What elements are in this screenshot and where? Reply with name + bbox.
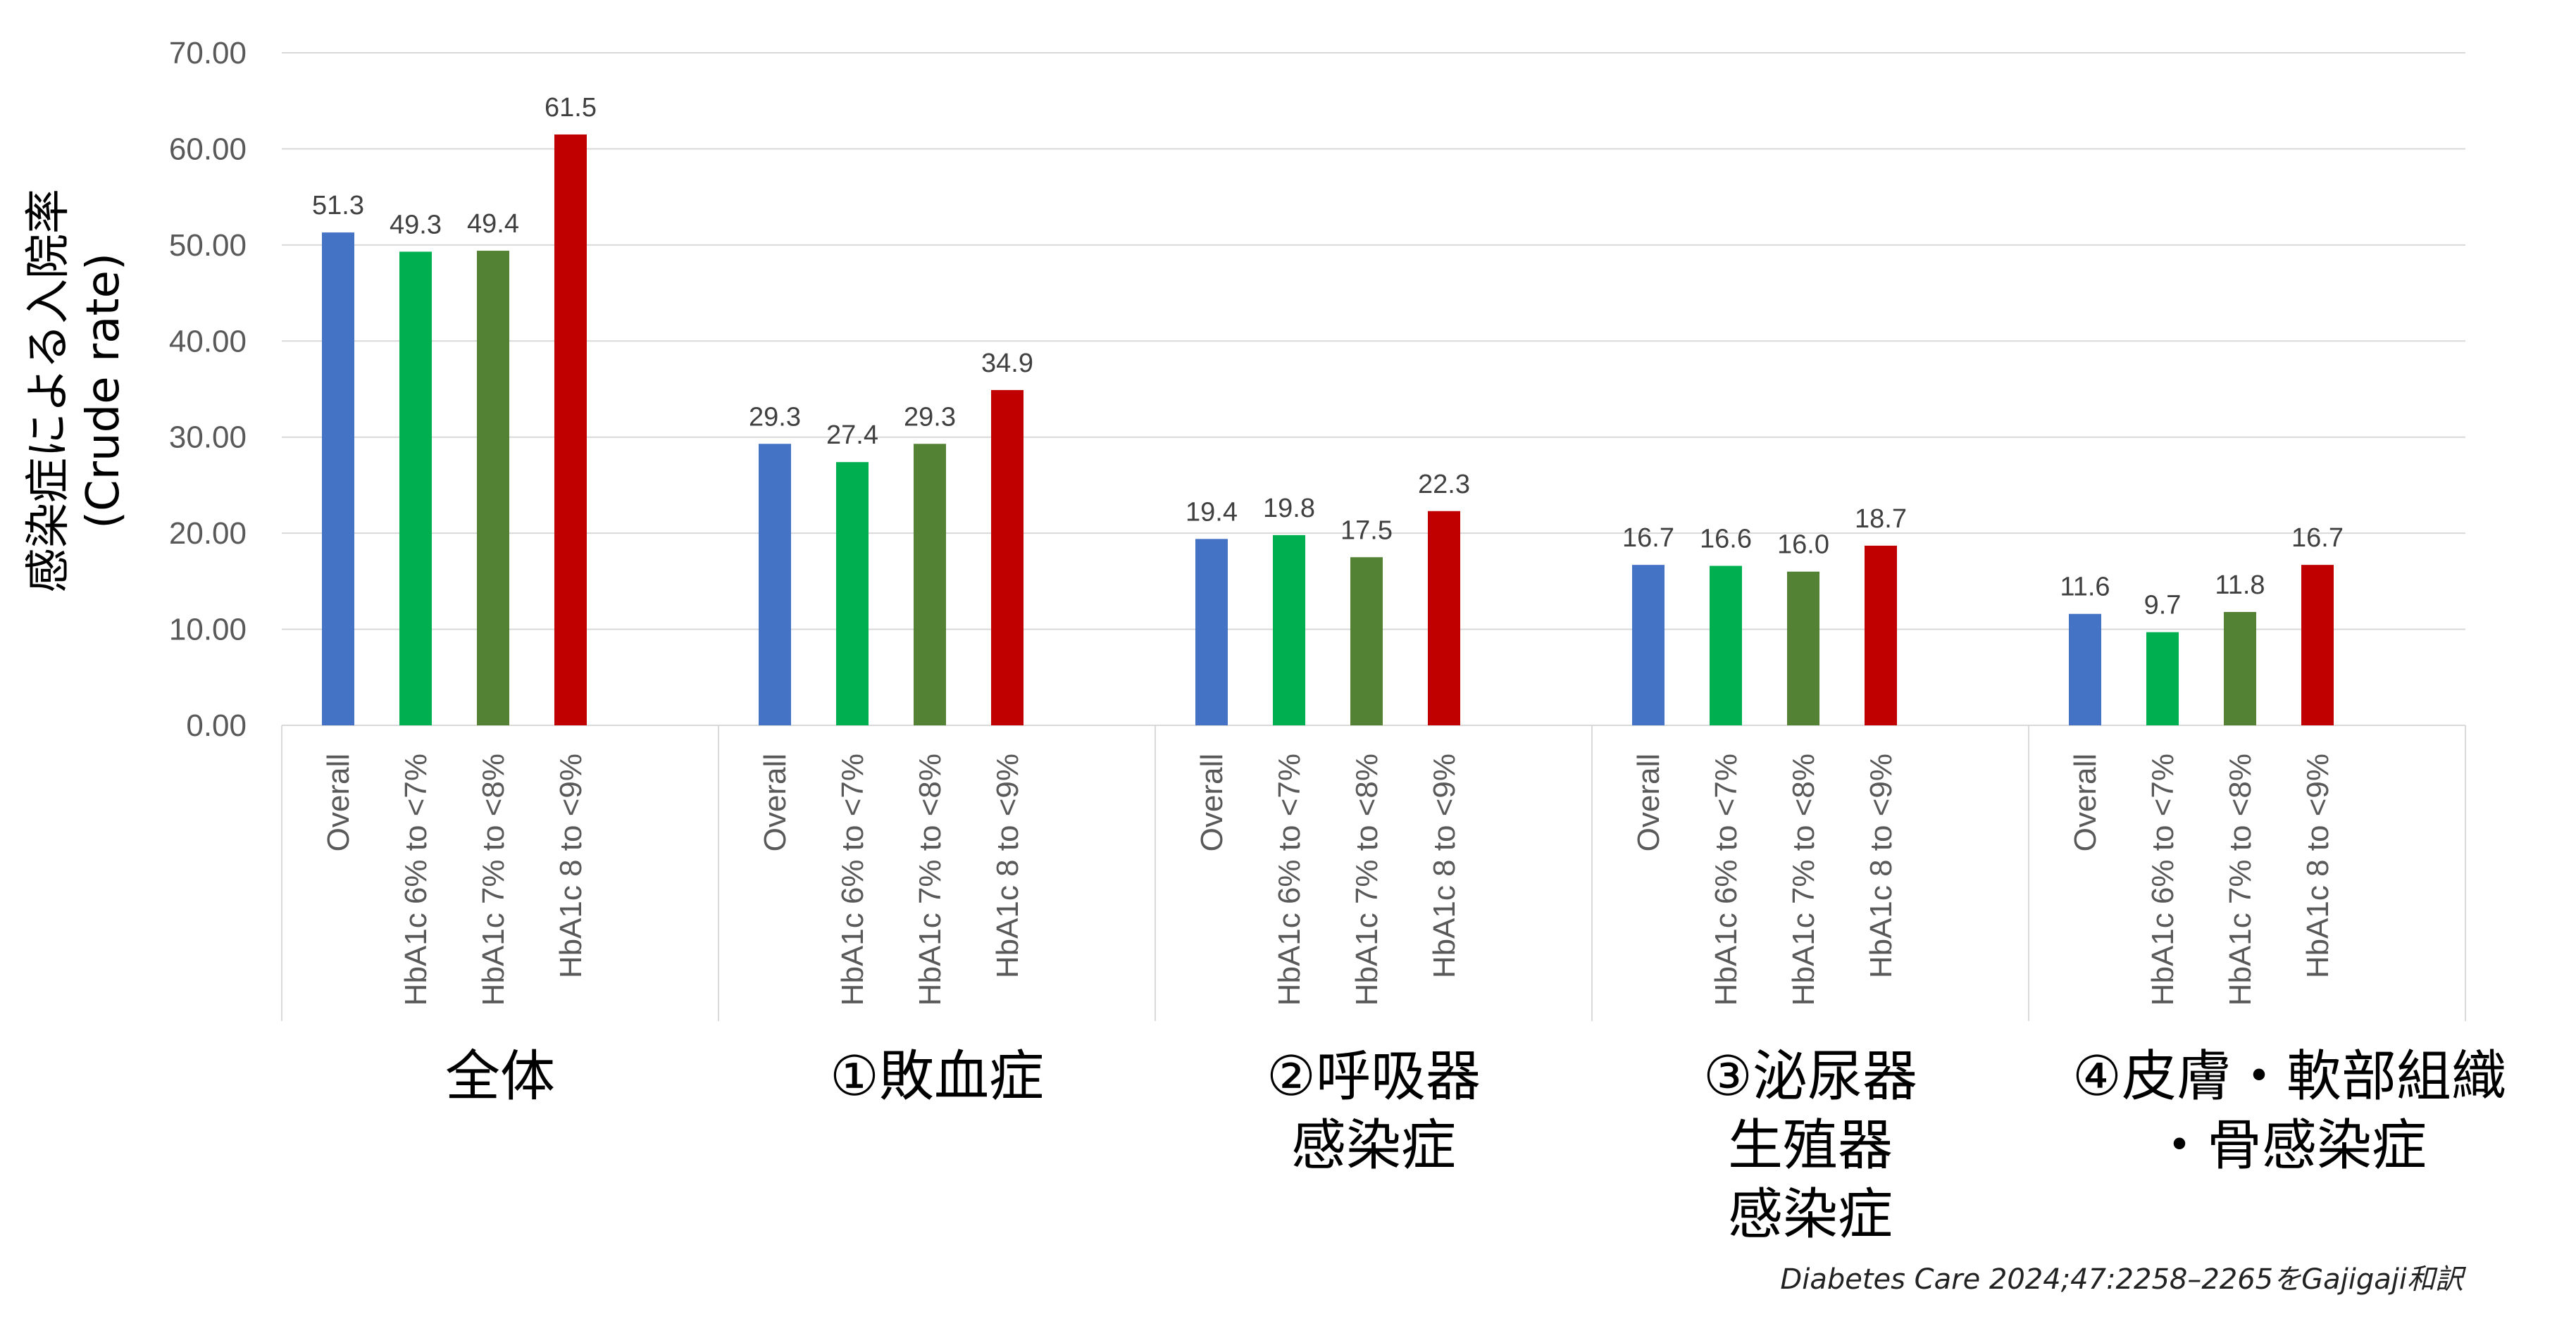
- data-label: 49.4: [467, 209, 519, 239]
- data-label: 16.7: [2291, 523, 2344, 553]
- category-label: Overall: [2068, 754, 2103, 851]
- bar: [322, 232, 354, 725]
- category-label: HbA1c 7% to <8%: [913, 754, 947, 1006]
- category-label: Overall: [1195, 754, 1229, 851]
- bar: [991, 389, 1023, 725]
- group-label: ②呼吸器: [1267, 1045, 1481, 1108]
- data-label: 29.3: [749, 402, 801, 432]
- data-label: 34.9: [981, 349, 1033, 378]
- bar: [2224, 612, 2256, 725]
- bar: [2146, 632, 2179, 725]
- y-axis-ticks: 0.00 10.00 20.00 30.00 40.00 50.00 60.00 70.00: [169, 36, 247, 743]
- category-label: HbA1c 8 to <9%: [2301, 754, 2335, 978]
- category-label: HbA1c 7% to <8%: [1786, 754, 1821, 1006]
- category-label: HbA1c 8 to <9%: [554, 754, 588, 978]
- category-label: HbA1c 7% to <8%: [2223, 754, 2258, 1006]
- data-label: 19.8: [1263, 494, 1315, 523]
- group-label: ・骨感染症: [2152, 1114, 2427, 1177]
- data-label: 61.5: [545, 93, 597, 123]
- group-label: 全体: [445, 1045, 555, 1108]
- category-label: HbA1c 8 to <9%: [990, 754, 1025, 978]
- category-label: Overall: [758, 754, 792, 851]
- bar: [1350, 557, 1383, 725]
- bar: [1273, 534, 1305, 725]
- category-label: HbA1c 6% to <7%: [2146, 754, 2180, 1006]
- bar: [554, 134, 587, 725]
- y-tick-label: 60.00: [169, 132, 247, 166]
- bar: [1632, 565, 1665, 725]
- bar: [1195, 539, 1228, 725]
- data-label: 9.7: [2144, 591, 2182, 620]
- data-label: 18.7: [1855, 504, 1907, 534]
- group-label: ④皮膚・軟部組織: [2072, 1045, 2506, 1108]
- data-label: 19.4: [1186, 497, 1238, 527]
- category-label: HbA1c 6% to <7%: [1272, 754, 1307, 1006]
- bar: [1865, 545, 1897, 725]
- y-tick-label: 20.00: [169, 516, 247, 551]
- data-label: 11.8: [2215, 570, 2265, 600]
- y-axis-title-line: (Crude rate): [77, 253, 130, 529]
- source-citation: Diabetes Care 2024;47:2258–2265をGajigaji…: [1780, 1263, 2463, 1296]
- y-tick-label: 40.00: [169, 324, 247, 358]
- category-label: Overall: [321, 754, 356, 851]
- category-label: HbA1c 6% to <7%: [835, 754, 870, 1006]
- bar: [1710, 565, 1742, 725]
- bar: [836, 462, 869, 725]
- group-label: ①敗血症: [830, 1045, 1044, 1108]
- y-tick-label: 0.00: [186, 708, 247, 743]
- data-label: 16.0: [1777, 530, 1829, 560]
- y-axis-title-line: 感染症による入院率: [23, 189, 75, 593]
- data-label: 16.7: [1622, 523, 1674, 553]
- data-label: 29.3: [904, 402, 956, 432]
- data-label: 51.3: [312, 191, 364, 220]
- bar: [2069, 613, 2101, 725]
- bar: [1428, 511, 1460, 725]
- bar: [477, 251, 509, 725]
- data-label: 16.6: [1700, 525, 1752, 554]
- bar: [2301, 565, 2334, 725]
- category-labels: Overall HbA1c 6% to <7% HbA1c 7% to <8% HbA…: [321, 754, 2335, 1006]
- y-tick-label: 10.00: [169, 613, 247, 647]
- group-label: 感染症: [1728, 1183, 1893, 1246]
- bar: [399, 251, 432, 726]
- y-tick-label: 30.00: [169, 420, 247, 455]
- category-label: HbA1c 7% to <8%: [476, 754, 511, 1006]
- category-label: HbA1c 6% to <7%: [1709, 754, 1743, 1006]
- y-tick-label: 70.00: [169, 36, 247, 70]
- category-label: HbA1c 8 to <9%: [1864, 754, 1898, 978]
- gridlines: [281, 52, 2466, 1021]
- data-label: 17.5: [1340, 515, 1393, 545]
- bar: [759, 444, 791, 725]
- y-tick-label: 50.00: [169, 228, 247, 263]
- data-label: 11.6: [2060, 573, 2110, 602]
- data-label: 49.3: [390, 210, 442, 239]
- category-label: HbA1c 8 to <9%: [1427, 754, 1462, 978]
- category-label: Overall: [1631, 754, 1666, 851]
- group-label: 生殖器: [1728, 1114, 1893, 1177]
- group-label: 感染症: [1291, 1114, 1456, 1177]
- data-label: 27.4: [826, 420, 878, 450]
- bar: [914, 444, 946, 725]
- group-label: ③泌尿器: [1703, 1045, 1917, 1108]
- bars: 51.3 49.3 49.4 61.5 29.3 27.4 29.3 34.9 19.4 19.8…: [312, 93, 2344, 726]
- y-axis-title-group: 感染症による入院率 (Crude rate): [23, 189, 130, 593]
- data-label: 22.3: [1418, 470, 1470, 499]
- category-label: HbA1c 7% to <8%: [1350, 754, 1384, 1006]
- bar: [1787, 571, 1819, 725]
- y-axis-title: 感染症による入院率 (Crude rate): [23, 189, 130, 593]
- category-label: HbA1c 6% to <7%: [399, 754, 433, 1006]
